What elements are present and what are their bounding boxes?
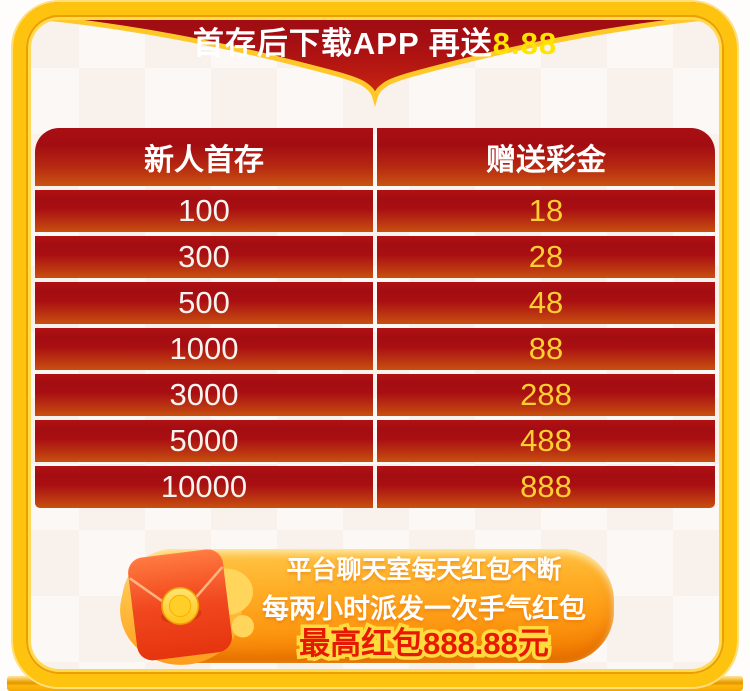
promo-line-3-stroke: 最高红包888.88元: [296, 623, 553, 664]
bonus-value: 18: [377, 190, 715, 232]
promo-line-2: 每两小时派发一次手气红包: [262, 594, 586, 625]
bottom-gold-bar: [7, 676, 743, 691]
deposit-value: 3000: [35, 374, 373, 416]
deposit-value: 100: [35, 190, 373, 232]
promo-text-block: 平台聊天室每天红包不断 每两小时派发一次手气红包 最高红包888.88元 最高红…: [254, 549, 594, 664]
promo-line-3: 最高红包888.88元 最高红包888.88元: [296, 623, 553, 664]
bonus-value: 288: [377, 374, 715, 416]
table-row: 100 18: [35, 190, 715, 232]
deposit-value: 500: [35, 282, 373, 324]
table-header-bonus: 赠送彩金: [377, 128, 715, 186]
top-ribbon-banner: [13, 2, 737, 107]
ribbon-gold-edge: [13, 12, 737, 107]
banner-bonus-amount: 8.88: [492, 26, 558, 61]
red-packet-promo-banner[interactable]: 平台聊天室每天红包不断 每两小时派发一次手气红包 最高红包888.88元 最高红…: [120, 549, 614, 665]
deposit-value: 10000: [35, 466, 373, 508]
clasp-inner: [169, 594, 192, 618]
red-envelope-icon: [120, 549, 254, 665]
table-row: 500 48: [35, 282, 715, 324]
promo-content-area: 首存后下载APP 再送8.88 新人首存 赠送彩金 100 18 300 28 …: [13, 2, 737, 687]
yellow-splash-dot: [231, 615, 254, 638]
deposit-value: 1000: [35, 328, 373, 370]
deposit-value: 300: [35, 236, 373, 278]
banner-title-text: 首存后下载APP 再送: [192, 26, 493, 61]
banner-title[interactable]: 首存后下载APP 再送8.88: [13, 18, 737, 63]
promo-line-3-fill: 最高红包888.88元: [299, 626, 549, 662]
table-row: 300 28: [35, 236, 715, 278]
bonus-value: 28: [377, 236, 715, 278]
table-header-deposit: 新人首存: [35, 128, 373, 186]
bonus-value: 888: [377, 466, 715, 508]
deposit-value: 5000: [35, 420, 373, 462]
promo-line-1: 平台聊天室每天红包不断: [286, 556, 562, 585]
bonus-value: 488: [377, 420, 715, 462]
envelope-flap: [128, 550, 224, 612]
table-row: 3000 288: [35, 374, 715, 416]
ribbon-shape: [13, 2, 737, 98]
bonus-value: 88: [377, 328, 715, 370]
bonus-value: 48: [377, 282, 715, 324]
table-row: 1000 88: [35, 328, 715, 370]
table-row: 10000 888: [35, 466, 715, 508]
table-header-row: 新人首存 赠送彩金: [35, 128, 715, 186]
table-row: 5000 488: [35, 420, 715, 462]
deposit-bonus-table: 新人首存 赠送彩金 100 18 300 28 500 48 1000 88 3…: [35, 128, 715, 508]
